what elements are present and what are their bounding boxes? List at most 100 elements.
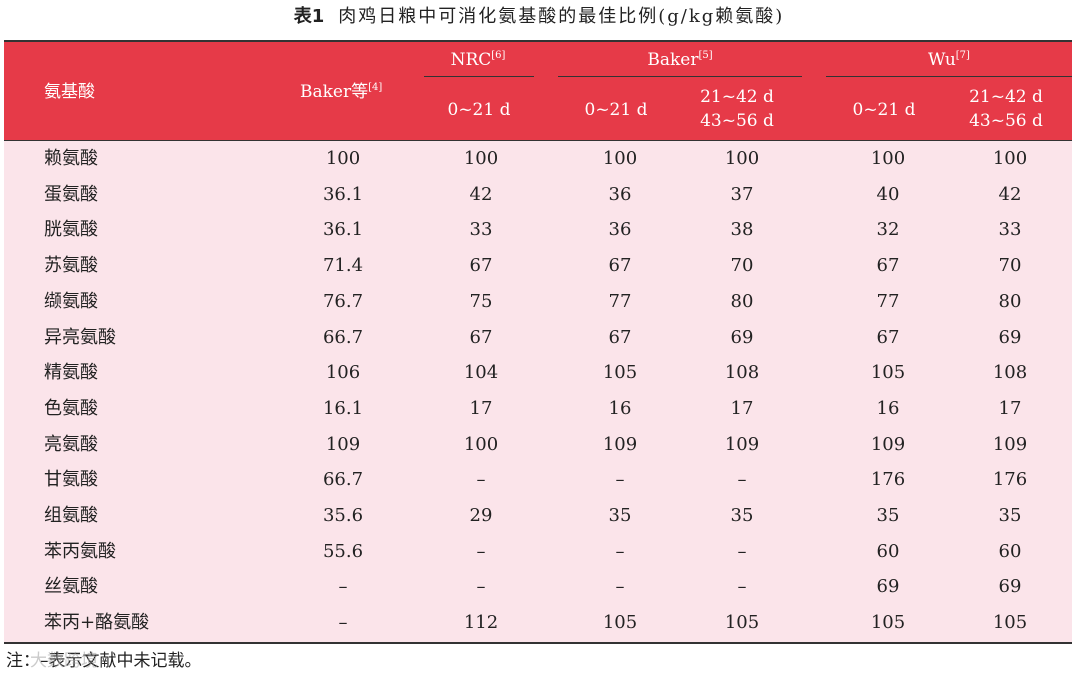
table-header: 氨基酸 Baker等[4] NRC[6] Baker[5] Wu[7] 0~21…	[4, 42, 1072, 141]
table-cell: 69	[998, 576, 1022, 598]
table-cell: 105	[602, 612, 638, 634]
table-row: 苯丙氨酸 55.6 – – – 60 60	[4, 534, 1072, 570]
header-baker-sub1: 0~21 d	[584, 100, 648, 120]
header-nrc-sub: 0~21 d	[447, 100, 511, 120]
table-cell: 33	[998, 219, 1022, 241]
table-row: 胱氨酸 36.1 33 36 38 32 33	[4, 212, 1072, 248]
table-cell: 40	[876, 183, 900, 205]
table-cell: 109	[870, 433, 906, 455]
header-rule-baker	[558, 76, 802, 77]
table-row: 蛋氨酸 36.1 42 36 37 40 42	[4, 177, 1072, 213]
table-row: 苯丙+酪氨酸 – 112 105 105 105 105	[4, 605, 1072, 641]
table-row: 精氨酸 106 104 105 108 105 108	[4, 355, 1072, 391]
amino-acid-table: 氨基酸 Baker等[4] NRC[6] Baker[5] Wu[7] 0~21…	[4, 40, 1072, 644]
amino-acid-name: 精氨酸	[44, 362, 98, 384]
header-nrc-ref: [6]	[491, 50, 506, 61]
table-cell: 109	[992, 433, 1028, 455]
table-cell: 71.4	[322, 255, 364, 277]
table-cell: 60	[876, 540, 900, 562]
table-cell: 36	[608, 183, 632, 205]
header-wu-sub2-line1: 21~42 d	[969, 87, 1043, 107]
table-cell: 106	[325, 362, 361, 384]
table-cell: 67	[608, 255, 632, 277]
header-baker-sub2-line2: 43~56 d	[700, 111, 774, 131]
table-cell: 36.1	[322, 219, 364, 241]
header-baker-sub2: 21~42 d 43~56 d	[684, 85, 790, 133]
table-cell: 16	[608, 397, 632, 419]
table-cell: 17	[469, 397, 493, 419]
table-cell: –	[338, 612, 348, 634]
header-wu-label: Wu	[928, 50, 956, 70]
table-cell: 35	[998, 505, 1022, 526]
table-note: 注：–表示文献中未记载。	[6, 651, 202, 671]
table-cell: 80	[998, 290, 1022, 312]
table-cell: 16.1	[322, 397, 364, 419]
header-nrc: NRC[6]	[424, 48, 532, 72]
table-caption: 表1 肉鸡日粮中可消化氨基酸的最佳比例(g/kg赖氨酸)	[0, 4, 1078, 30]
header-amino-acid: 氨基酸	[44, 82, 95, 102]
table-cell: 108	[724, 362, 760, 384]
table-cell: 100	[325, 148, 361, 169]
header-wu-ref: [7]	[955, 50, 970, 61]
amino-acid-name: 亮氨酸	[44, 433, 98, 455]
table-cell: 67	[876, 255, 900, 277]
table-cell: 100	[992, 148, 1028, 169]
table-cell: 108	[992, 362, 1028, 384]
table-cell: 77	[876, 290, 900, 312]
table-cell: –	[338, 576, 348, 598]
header-baker-etal-ref: [4]	[368, 82, 383, 93]
table-cell: –	[476, 576, 486, 598]
table-cell: –	[615, 469, 625, 491]
table-cell: 69	[730, 326, 754, 348]
header-baker-ref: [5]	[698, 50, 713, 61]
table-cell: 100	[602, 148, 638, 169]
table-cell: 105	[602, 362, 638, 384]
table-cell: 112	[463, 612, 499, 634]
table-cell: 17	[730, 397, 754, 419]
table-cell: 105	[870, 612, 906, 634]
table-row: 丝氨酸 – – – – 69 69	[4, 569, 1072, 605]
table-cell: 67	[608, 326, 632, 348]
header-nrc-label: NRC	[450, 50, 492, 70]
table-cell: 176	[992, 469, 1028, 491]
table-cell: 67	[876, 326, 900, 348]
header-baker-etal-label: Baker等	[300, 82, 369, 102]
table-row: 色氨酸 16.1 17 16 17 16 17	[4, 391, 1072, 427]
table-cell: 35.6	[322, 505, 364, 526]
table-cell: 42	[469, 183, 493, 205]
header-wu-sub2: 21~42 d 43~56 d	[954, 85, 1058, 133]
header-rule-nrc	[424, 76, 534, 77]
table-cell: 77	[608, 290, 632, 312]
table-cell: 38	[730, 219, 754, 241]
header-baker-sub2-line1: 21~42 d	[700, 87, 774, 107]
table-row: 缬氨酸 76.7 75 77 80 77 80	[4, 284, 1072, 320]
table-row: 赖氨酸 100 100 100 100 100 100	[4, 141, 1072, 177]
table-cell: 16	[876, 397, 900, 419]
table-row: 甘氨酸 66.7 – – – 176 176	[4, 462, 1072, 498]
header-rule-wu	[826, 76, 1072, 77]
table-cell: 176	[870, 469, 906, 491]
table-cell: 100	[463, 148, 499, 169]
table-cell: –	[615, 540, 625, 562]
amino-acid-name: 胱氨酸	[44, 219, 98, 241]
amino-acid-name: 色氨酸	[44, 397, 98, 419]
amino-acid-name: 赖氨酸	[44, 148, 98, 169]
table-cell: 105	[724, 612, 760, 634]
table-cell: 55.6	[322, 540, 364, 562]
header-baker: Baker[5]	[558, 48, 802, 72]
table-cell: 37	[730, 183, 754, 205]
header-wu: Wu[7]	[826, 48, 1072, 72]
amino-acid-name: 丝氨酸	[44, 576, 98, 598]
table-row: 苏氨酸 71.4 67 67 70 67 70	[4, 248, 1072, 284]
table-cell: 109	[602, 433, 638, 455]
table-cell: –	[476, 469, 486, 491]
table-cell: –	[615, 576, 625, 598]
table-cell: 36.1	[322, 183, 364, 205]
table-cell: 29	[469, 505, 493, 526]
table-cell: 100	[463, 433, 499, 455]
table-cell: 35	[730, 505, 754, 526]
table-cell: 35	[876, 505, 900, 526]
header-baker-label: Baker	[647, 50, 699, 70]
table-cell: 70	[730, 255, 754, 277]
table-cell: 67	[469, 326, 493, 348]
